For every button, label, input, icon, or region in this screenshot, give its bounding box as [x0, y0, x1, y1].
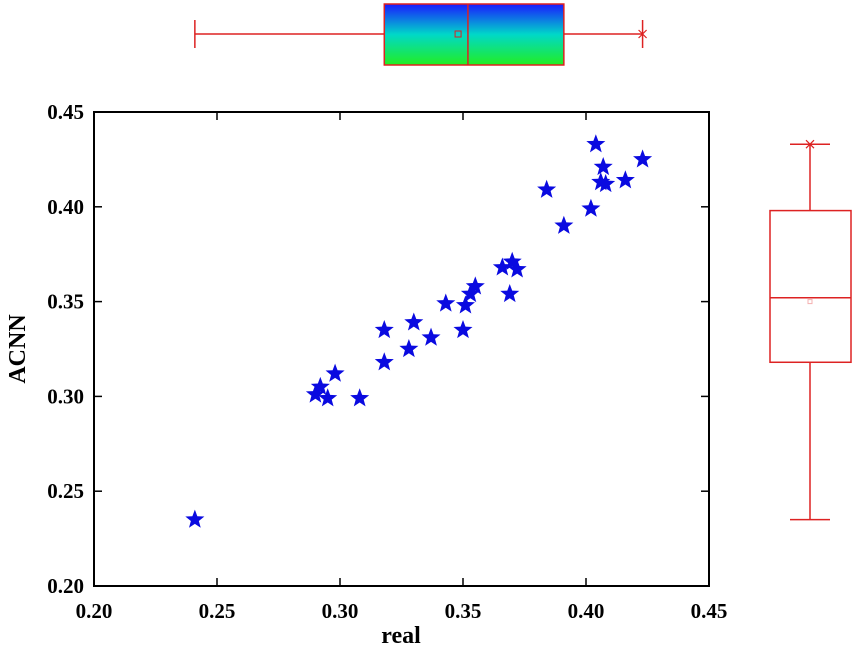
data-point — [374, 320, 394, 339]
y-tick-label: 0.35 — [47, 290, 84, 314]
y-box-mean — [807, 299, 813, 305]
x-box-outlier-mark — [638, 29, 648, 39]
data-point — [492, 257, 512, 276]
data-point — [586, 134, 606, 153]
data-points — [185, 134, 653, 528]
data-point — [453, 320, 473, 339]
data-point — [399, 339, 419, 358]
x-tick-label: 0.35 — [445, 599, 482, 623]
data-point — [593, 156, 613, 176]
plot-frame — [93, 111, 710, 587]
y-tick-label: 0.40 — [47, 195, 84, 219]
y-axis-title: ACNN — [5, 314, 31, 384]
x-axis-title: real — [381, 623, 421, 649]
x-tick-label: 0.25 — [199, 599, 236, 623]
y-boxplot — [769, 139, 852, 521]
data-point — [502, 251, 522, 270]
data-point — [374, 352, 394, 371]
data-point — [465, 276, 485, 295]
y-tick-label: 0.20 — [47, 574, 84, 598]
x-boxplot — [194, 3, 648, 66]
axis-ticks: 0.20 0.25 0.30 0.35 0.40 0.45 0.20 0.25 0.30 0.35… — [47, 100, 727, 623]
x-tick-label: 0.45 — [691, 599, 728, 623]
data-point — [436, 293, 456, 312]
y-box-outlier-mark — [805, 139, 815, 149]
data-point — [404, 312, 424, 331]
data-point — [350, 388, 370, 407]
data-point — [507, 259, 527, 278]
data-point — [310, 376, 330, 396]
data-point — [615, 170, 635, 189]
x-tick-label: 0.40 — [568, 599, 605, 623]
x-tick-label: 0.20 — [76, 599, 113, 623]
x-box-mean — [454, 30, 462, 38]
data-point — [455, 295, 475, 314]
data-point — [554, 215, 574, 234]
data-point — [596, 174, 616, 193]
data-point — [318, 388, 338, 407]
data-point — [581, 198, 601, 217]
data-point — [185, 509, 205, 528]
x-box-iqr — [383, 3, 565, 66]
data-point — [421, 327, 441, 346]
data-point — [537, 179, 557, 198]
data-point — [633, 149, 653, 168]
y-tick-label: 0.25 — [47, 479, 84, 503]
x-tick-label: 0.30 — [322, 599, 359, 623]
data-point — [325, 363, 345, 382]
y-box-iqr — [769, 209, 852, 364]
data-point — [500, 284, 520, 303]
y-tick-label: 0.45 — [47, 100, 84, 124]
y-tick-label: 0.30 — [47, 384, 84, 408]
